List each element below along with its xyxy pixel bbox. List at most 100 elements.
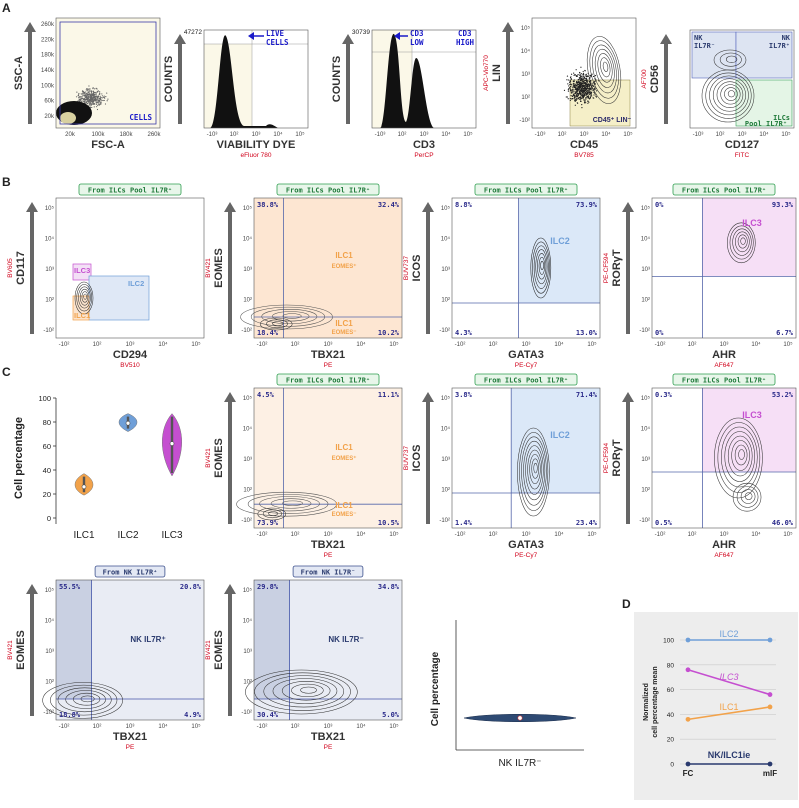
a4-xtick: 10⁵: [623, 131, 633, 138]
a4-dot: [584, 76, 586, 78]
b4-contour: [727, 222, 756, 264]
a4-dot: [569, 81, 571, 83]
a1-dot: [75, 96, 78, 98]
a1-dot: [101, 95, 104, 97]
a4-dot: [579, 85, 582, 87]
a4-dot: [589, 77, 591, 79]
a4-dot: [588, 89, 590, 92]
a4-dot: [588, 93, 590, 95]
a4-dot: [586, 80, 588, 83]
violin-median-ILC3: [169, 441, 175, 446]
c3-contour: [717, 422, 761, 493]
a1-dot: [101, 97, 103, 99]
a1-dot: [92, 87, 94, 90]
a4-dot: [585, 89, 587, 91]
a4-gate-label: CD45⁺ LIN⁻: [593, 117, 632, 124]
a3-frame: [371, 29, 477, 129]
c5-xtick: 10⁴: [356, 723, 366, 730]
a4-dot: [595, 96, 598, 98]
b2-xlabel: TBX21: [311, 349, 345, 361]
a4-dot: [590, 92, 592, 95]
a1-dot: [85, 96, 87, 98]
a4-ytick: -10²: [519, 118, 530, 124]
a4-dot: [581, 104, 583, 106]
b3-gate: ILC2: [550, 236, 570, 246]
a4-dot: [585, 85, 587, 87]
c5-ysublabel: BV421: [205, 640, 212, 660]
a4-dot: [584, 79, 586, 82]
c4-ytick: 10⁵: [45, 587, 55, 594]
a1-dot: [103, 97, 105, 99]
c5-contour: [291, 683, 324, 697]
c4-frame: [55, 579, 205, 721]
a4-dot: [573, 83, 575, 85]
d-point-NK/ILC1ie: [685, 761, 691, 767]
a5-gate-nk-pos-label: IL7R⁺: [769, 42, 790, 50]
c3-xtick: -10²: [655, 532, 666, 538]
b1-ytick: 10⁴: [45, 236, 55, 243]
c1-contour: [247, 494, 329, 514]
c3-q-lr: 46.0%: [772, 519, 794, 527]
a4-dot: [590, 90, 592, 92]
b1-xsublabel: BV510: [120, 362, 140, 369]
a1-dot: [82, 92, 84, 94]
a1-dot: [98, 98, 100, 100]
a2-arrowhead: [174, 34, 186, 44]
a1-dot: [103, 95, 105, 97]
a4-dot: [582, 74, 584, 76]
a4-dot: [569, 99, 571, 102]
a1-dot: [78, 92, 80, 95]
c3-contour: [732, 482, 762, 512]
a4-dot: [574, 90, 576, 92]
a4-dot: [567, 98, 569, 100]
c3-contour: [744, 492, 753, 500]
a4-dot: [580, 100, 582, 102]
a4-dot: [572, 80, 574, 83]
c4-xtick: 10³: [126, 724, 135, 730]
b3-xlabel: GATA3: [508, 349, 544, 361]
c5-xtick: 10⁵: [389, 723, 399, 730]
a1-ytick: 180k: [41, 53, 55, 59]
b4-contour: [732, 228, 752, 256]
b1-gate-ilc3: [72, 263, 92, 281]
c4-xlabel: TBX21: [113, 731, 147, 743]
c1-gate2-sub: EOMES⁻: [332, 512, 357, 518]
a4-dot: [583, 93, 585, 96]
a1-ytick: 20k: [44, 114, 55, 120]
c5-arrowhead: [224, 584, 236, 594]
c3-ytick: -10²: [639, 518, 650, 524]
a4-dot: [591, 87, 593, 89]
c4-ytick: -10²: [43, 710, 54, 716]
b2-xtick: 10³: [324, 342, 333, 348]
a4-dot: [570, 83, 572, 85]
b2-contour: [261, 309, 318, 324]
d-ytick: 40: [667, 712, 675, 719]
c3-ylabel: RORγT: [611, 439, 623, 477]
a1-dot: [84, 93, 86, 95]
b3-contour: [537, 253, 547, 280]
c2-q-ul: 3.8%: [455, 391, 473, 399]
a1-dot: [83, 98, 85, 100]
a4-dot: [580, 77, 582, 79]
a4-dot: [585, 83, 587, 86]
a5-frame: [689, 29, 795, 129]
a1-dot: [92, 96, 94, 98]
b2-header: From ILCs Pool IL7R⁺: [286, 187, 370, 195]
a4-dot: [567, 90, 570, 92]
a1-dot: [98, 100, 100, 102]
b1-xlabel: CD294: [113, 349, 148, 361]
b4-ytick: 10²: [641, 298, 650, 304]
a4-dot: [567, 83, 569, 85]
a1-dot: [88, 104, 90, 106]
a4-dot: [593, 91, 595, 93]
a4-dot: [571, 97, 574, 100]
b1-ytick: -10²: [43, 328, 54, 334]
a1-xtick: 100k: [91, 132, 105, 138]
a1-ytick: 60k: [44, 99, 55, 105]
a5-arrowhead: [660, 34, 672, 44]
a4-dot: [569, 83, 571, 86]
b4-contour: [735, 231, 750, 253]
c3-gate: ILC3: [742, 410, 762, 420]
a1-dot: [89, 88, 91, 90]
a5-ylabel: CD56: [649, 65, 661, 93]
